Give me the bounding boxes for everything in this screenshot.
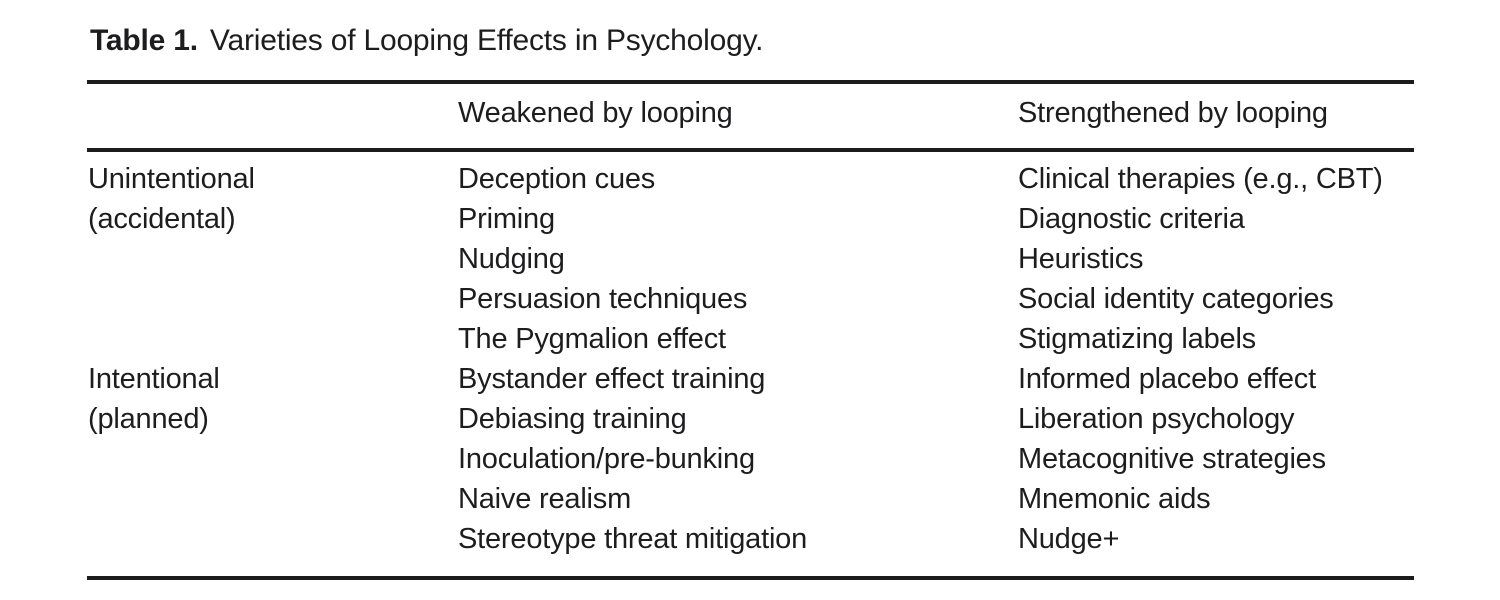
table-number-label: Table 1.	[90, 24, 198, 57]
strengthened-cell: Informed placebo effect	[1018, 363, 1316, 395]
weakened-cell: The Pygmalion effect	[458, 323, 726, 355]
strengthened-cell: Metacognitive strategies	[1018, 443, 1326, 475]
table-row: Stereotype threat mitigation Nudge+	[87, 519, 1414, 559]
table-row: Inoculation/pre-bunking Metacognitive st…	[87, 439, 1414, 479]
weakened-cell: Deception cues	[458, 163, 656, 195]
table-row: Nudging Heuristics	[87, 239, 1414, 279]
table-row: The Pygmalion effect Stigmatizing labels	[87, 319, 1414, 359]
weakened-cell: Priming	[458, 203, 555, 235]
table-row: Persuasion techniques Social identity ca…	[87, 279, 1414, 319]
weakened-cell: Stereotype threat mitigation	[458, 523, 808, 555]
strengthened-cell: Social identity categories	[1018, 283, 1334, 315]
weakened-cell: Nudging	[458, 243, 565, 275]
strengthened-cell: Liberation psychology	[1018, 403, 1295, 435]
table-row: Unintentional Deception cues Clinical th…	[87, 159, 1414, 199]
row-group-sublabel: (planned)	[88, 403, 209, 435]
table-header-row: Weakened by looping Strengthened by loop…	[87, 93, 1414, 133]
header-strengthened-column: Strengthened by looping	[1018, 97, 1328, 129]
strengthened-cell: Stigmatizing labels	[1018, 323, 1256, 355]
weakened-cell: Bystander effect training	[458, 363, 766, 395]
row-group-label: Intentional	[88, 363, 220, 395]
table-row: (planned) Debiasing training Liberation …	[87, 399, 1414, 439]
strengthened-cell: Heuristics	[1018, 243, 1144, 275]
strengthened-cell: Clinical therapies (e.g., CBT)	[1018, 163, 1383, 195]
weakened-cell: Naive realism	[458, 483, 632, 515]
weakened-cell: Inoculation/pre-bunking	[458, 443, 755, 475]
table-row: Naive realism Mnemonic aids	[87, 479, 1414, 519]
table-row: Intentional Bystander effect training In…	[87, 359, 1414, 399]
table-caption: Table 1. Varieties of Looping Effects in …	[90, 21, 763, 61]
strengthened-cell: Nudge+	[1018, 523, 1120, 555]
weakened-cell: Persuasion techniques	[458, 283, 748, 315]
strengthened-cell: Diagnostic criteria	[1018, 203, 1245, 235]
table-bottom-rule	[87, 576, 1414, 580]
table-row: (accidental) Priming Diagnostic criteria	[87, 199, 1414, 239]
strengthened-cell: Mnemonic aids	[1018, 483, 1211, 515]
header-weakened-column: Weakened by looping	[458, 97, 733, 129]
weakened-cell: Debiasing training	[458, 403, 687, 435]
row-group-sublabel: (accidental)	[88, 203, 236, 235]
row-group-label: Unintentional	[88, 163, 255, 195]
table-title-text: Varieties of Looping Effects in Psycholo…	[209, 24, 764, 57]
table-body: Unintentional Deception cues Clinical th…	[87, 159, 1414, 559]
table-top-rule	[87, 80, 1414, 84]
table-header-rule	[87, 148, 1414, 152]
